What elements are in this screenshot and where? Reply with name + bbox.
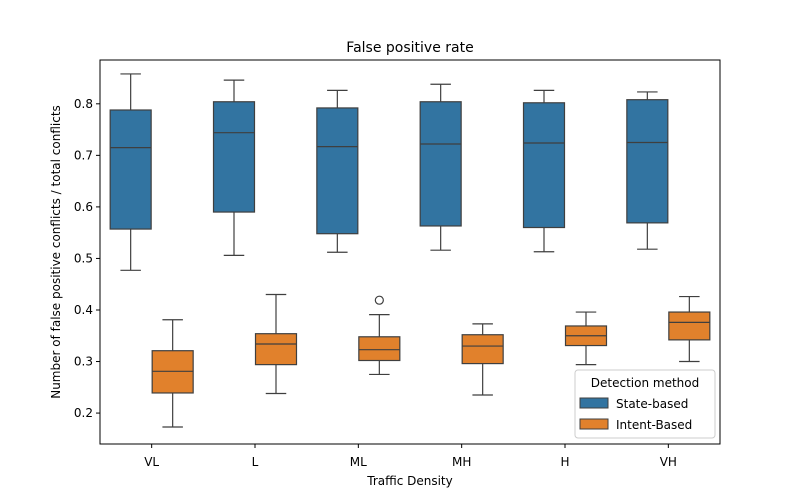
box-state-based: [109, 109, 152, 230]
x-tick-label: VH: [660, 455, 677, 469]
y-tick-label: 0.5: [74, 251, 93, 265]
box-intent-based: [668, 311, 711, 341]
y-tick-label: 0.8: [74, 97, 93, 111]
legend-title: Detection method: [591, 376, 699, 390]
y-tick-label: 0.6: [74, 200, 93, 214]
box-state-based: [522, 102, 566, 229]
box-state-based: [316, 107, 359, 235]
legend-entry-label: State-based: [616, 397, 688, 411]
y-tick-label: 0.3: [74, 355, 93, 369]
chart-title: False positive rate: [346, 40, 473, 56]
legend: Detection method State-based Intent-Based: [574, 369, 716, 439]
box-state-based: [626, 99, 669, 224]
legend-entry-label: Intent-Based: [616, 418, 692, 432]
box-intent-based: [254, 333, 298, 366]
y-axis-label: Number of false positive conflicts / tot…: [49, 105, 63, 399]
box-intent-based: [358, 336, 401, 362]
legend-frame: [574, 369, 716, 439]
x-tick-label: L: [252, 455, 259, 469]
x-tick-label: MH: [452, 455, 471, 469]
plot-marks: 0.2 0.3 0.4 0.5 0.6 0.7 0.8 VL L ML MH H VH: [74, 73, 711, 469]
y-tick-label: 0.2: [74, 406, 93, 420]
y-tick-label: 0.7: [74, 148, 93, 162]
x-axis-label: Traffic Density: [366, 474, 453, 488]
y-tick-label: 0.4: [74, 303, 93, 317]
box-state-based: [212, 101, 256, 213]
box-intent-based: [461, 334, 504, 365]
legend-swatch: [579, 397, 609, 409]
x-tick-label: ML: [350, 455, 367, 469]
box-intent-based-outlier: [374, 295, 384, 305]
box-state-based: [419, 101, 462, 227]
legend-swatch: [579, 418, 609, 430]
x-tick-label: H: [560, 455, 569, 469]
x-tick-label: VL: [144, 455, 159, 469]
plot-area-frame: [99, 59, 721, 445]
